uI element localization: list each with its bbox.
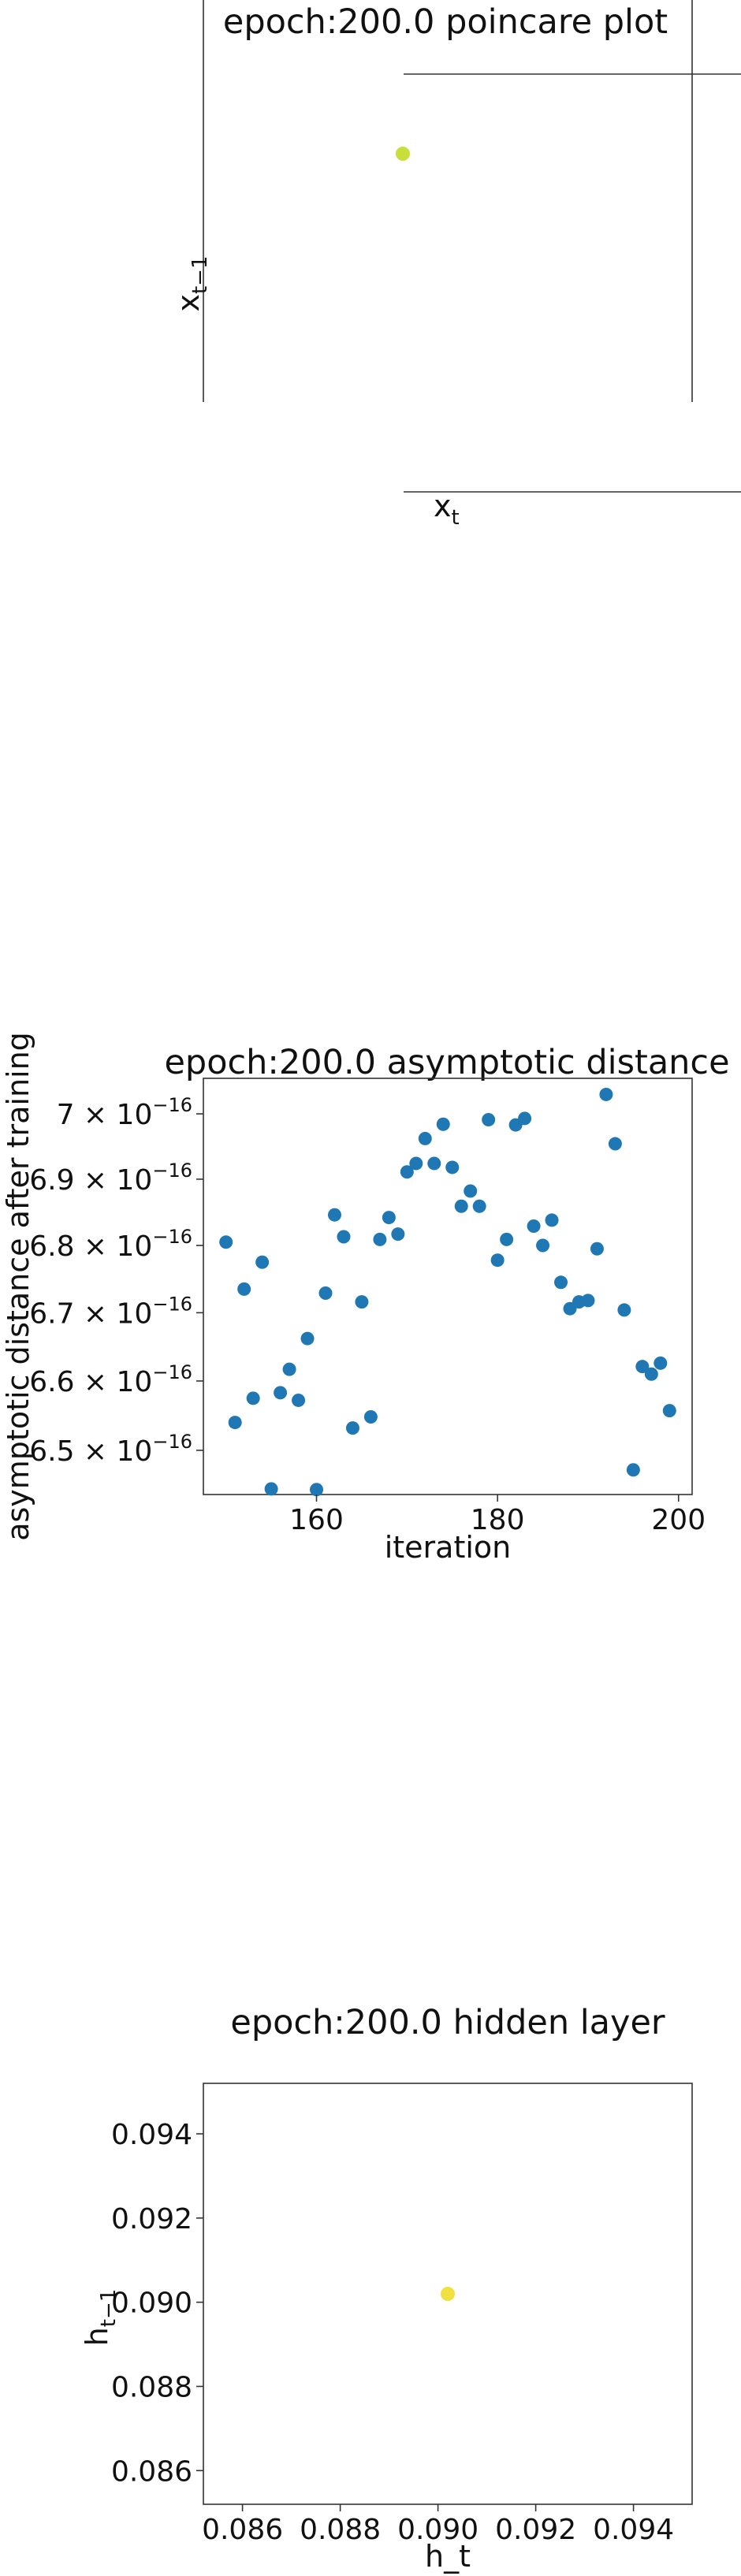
asymptotic-point <box>617 1303 631 1317</box>
hidden-y-axis-label: ht−1 <box>80 2289 121 2347</box>
asymptotic-point <box>282 1362 296 1376</box>
asymptotic-point <box>400 1165 414 1179</box>
hidden-y-tick-label: 0.088 <box>111 2371 192 2403</box>
asymptotic-point <box>355 1295 369 1309</box>
asymptotic-x-tick-label: 180 <box>471 1504 525 1536</box>
asymptotic-point <box>427 1156 441 1171</box>
asymptotic-y-tick-label: 6.7 × 10−16 <box>29 1293 192 1330</box>
asymptotic-point <box>653 1356 668 1370</box>
hidden-plot-frame <box>203 2083 693 2505</box>
asymptotic-point <box>527 1219 541 1234</box>
asymptotic-point <box>292 1393 306 1407</box>
asymptotic-point <box>545 1213 559 1227</box>
asymptotic-points-group <box>219 1087 676 1497</box>
asymptotic-point <box>662 1404 676 1418</box>
hidden-y-tick-label: 0.092 <box>111 2203 192 2235</box>
hidden-points-group <box>441 2287 455 2301</box>
asymptotic-y-tick-label: 7 × 10−16 <box>57 1094 192 1131</box>
hidden-x-tick-label: 0.088 <box>300 2514 381 2546</box>
asymptotic-y-tick-label: 6.5 × 10−16 <box>29 1431 192 1468</box>
asymptotic-point <box>482 1112 496 1126</box>
asymptotic-y-tick-label: 6.8 × 10−16 <box>29 1226 192 1263</box>
asymptotic-point <box>500 1232 514 1246</box>
asymptotic-point <box>373 1232 387 1246</box>
asymptotic-point <box>599 1087 613 1101</box>
asymptotic-point <box>274 1386 288 1400</box>
asymptotic-point <box>590 1241 604 1256</box>
hidden-y-ticks: 0.086 0.088 0.090 0.092 0.094 <box>111 2119 203 2488</box>
hidden-y-tick-label: 0.086 <box>111 2455 192 2488</box>
asymptotic-point <box>472 1199 486 1213</box>
hidden-y-tick-label: 0.090 <box>111 2288 192 2320</box>
asymptotic-point <box>300 1331 315 1346</box>
asymptotic-point <box>635 1360 650 1374</box>
hidden-point <box>441 2287 455 2301</box>
asymptotic-point <box>237 1282 251 1296</box>
asymptotic-y-tick-label: 6.6 × 10−16 <box>29 1361 192 1398</box>
asymptotic-point <box>246 1391 260 1405</box>
asymptotic-point <box>581 1294 595 1308</box>
poincare-plot-chart: epoch:200.0 poincare plot xt−1 xt <box>171 0 741 530</box>
asymptotic-point <box>382 1211 396 1225</box>
asymptotic-point <box>310 1483 324 1497</box>
asymptotic-point <box>464 1184 478 1198</box>
poincare-x-axis-label: xt <box>434 489 460 530</box>
hidden-layer-title: epoch:200.0 hidden layer <box>230 2003 665 2042</box>
asymptotic-y-ticks: 6.5 × 10−16 6.6 × 10−16 6.7 × 10−16 6.8 × 1… <box>29 1094 203 1468</box>
asymptotic-y-tick-label: 6.9 × 10−16 <box>29 1160 192 1197</box>
asymptotic-point <box>228 1416 242 1430</box>
asymptotic-point <box>337 1230 351 1244</box>
hidden-y-tick-label: 0.094 <box>111 2119 192 2151</box>
asymptotic-point <box>518 1111 532 1126</box>
asymptotic-x-tick-label: 200 <box>651 1504 706 1536</box>
asymptotic-point <box>536 1238 550 1253</box>
hidden-x-axis-label: h_t <box>425 2539 471 2574</box>
hidden-x-tick-label: 0.086 <box>202 2514 283 2546</box>
asymptotic-point <box>264 1482 278 1496</box>
asymptotic-point <box>363 1410 378 1424</box>
hidden-x-ticks: 0.086 0.088 0.090 0.092 0.094 <box>202 2504 674 2546</box>
hidden-x-tick-label: 0.092 <box>495 2514 576 2546</box>
asymptotic-point <box>391 1227 405 1241</box>
poincare-plot-title: epoch:200.0 poincare plot <box>223 2 668 42</box>
hidden-layer-chart: epoch:200.0 hidden layer 0.086 0.088 0.090… <box>80 2003 693 2574</box>
asymptotic-x-axis-label: iteration <box>385 1530 512 1565</box>
asymptotic-x-tick-label: 160 <box>289 1504 344 1536</box>
hidden-x-tick-label: 0.090 <box>397 2514 478 2546</box>
asymptotic-point <box>554 1275 568 1290</box>
asymptotic-point <box>490 1253 505 1268</box>
hidden-x-tick-label: 0.094 <box>593 2514 674 2546</box>
asymptotic-point <box>409 1156 423 1171</box>
asymptotic-point <box>608 1137 622 1151</box>
asymptotic-distance-chart: epoch:200.0 asymptotic distance 160 180 20… <box>1 1032 730 1565</box>
asymptotic-point <box>445 1160 460 1174</box>
asymptotic-point <box>318 1286 333 1300</box>
asymptotic-plot-frame <box>203 1078 693 1495</box>
asymptotic-y-axis-label: asymptotic distance after training <box>1 1032 35 1541</box>
poincare-y-axis-label: xt−1 <box>171 255 212 311</box>
asymptotic-point <box>454 1199 468 1213</box>
asymptotic-point <box>345 1421 359 1435</box>
asymptotic-point <box>255 1255 270 1269</box>
asymptotic-point <box>219 1235 233 1249</box>
poincare-data-point <box>396 147 410 161</box>
asymptotic-x-ticks: 160 180 200 <box>289 1495 706 1536</box>
asymptotic-point <box>436 1117 450 1131</box>
asymptotic-point <box>626 1463 640 1477</box>
asymptotic-distance-title: epoch:200.0 asymptotic distance <box>164 1043 729 1082</box>
asymptotic-point <box>418 1131 432 1145</box>
asymptotic-point <box>644 1367 658 1381</box>
asymptotic-point <box>327 1208 341 1222</box>
